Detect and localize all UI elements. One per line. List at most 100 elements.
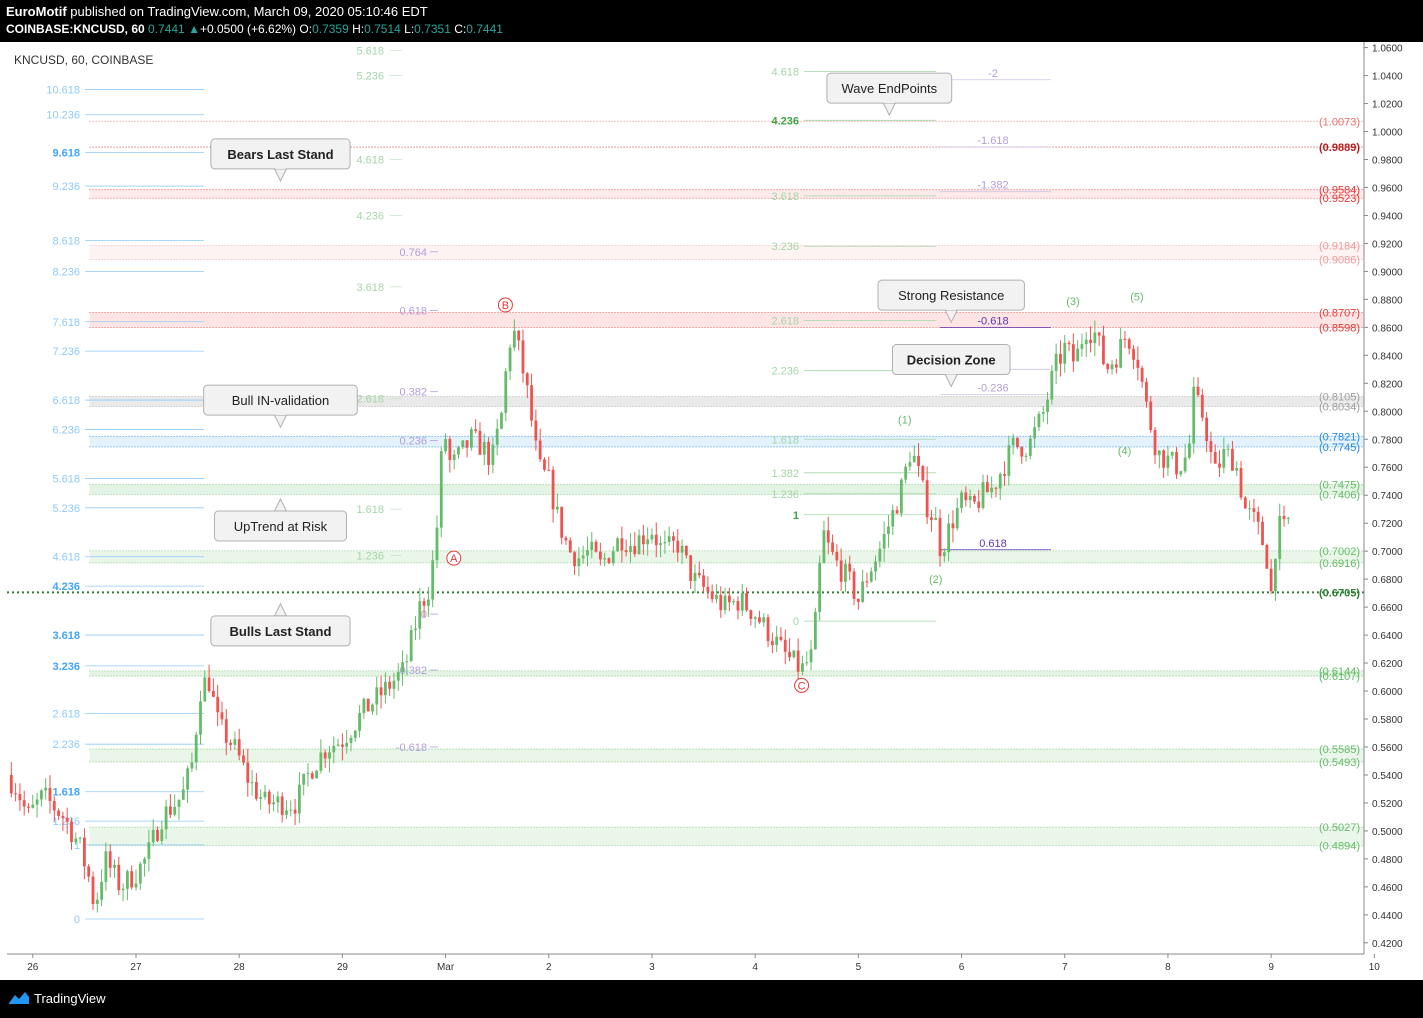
callout-box	[213, 510, 347, 542]
candle-body	[912, 455, 916, 463]
high-label: H:	[352, 22, 365, 36]
candle-body	[1248, 508, 1252, 510]
candle-body	[1123, 338, 1127, 340]
zone-band	[89, 484, 1364, 495]
wave-label: (4)	[1118, 445, 1131, 457]
candle-body	[925, 480, 929, 518]
candle-body	[822, 530, 826, 563]
zone-band	[89, 396, 1364, 407]
symbol-name[interactable]: COINBASE:KNCUSD, 60	[6, 22, 145, 36]
candle-body	[598, 551, 602, 560]
level-label: (0.9184)	[1319, 241, 1360, 253]
candle-body	[835, 551, 839, 561]
fib-label: 0	[793, 616, 799, 628]
fib-label: -0.236	[977, 382, 1008, 394]
candle-body	[568, 540, 572, 553]
level-label: (0.7475)	[1319, 480, 1360, 492]
candle-body	[1097, 332, 1101, 336]
callout-joint	[275, 616, 286, 619]
candle-body	[1067, 342, 1071, 345]
candle-body	[543, 459, 546, 470]
candle-body	[620, 538, 624, 551]
candle-body	[1011, 437, 1015, 446]
fib-label: 0.764	[399, 247, 427, 259]
publisher-name[interactable]: EuroMotif	[6, 4, 67, 19]
level-label: (0.6107)	[1319, 671, 1360, 683]
fib-label: 10.236	[46, 110, 80, 122]
candle-body	[229, 742, 232, 745]
y-tick-label: 0.8800	[1372, 295, 1403, 306]
candle-body	[315, 770, 318, 779]
level-label: (0.5493)	[1319, 757, 1360, 769]
zone-band	[89, 550, 1364, 563]
candle-body	[474, 429, 478, 431]
y-tick-label: 0.5600	[1372, 743, 1403, 754]
candle-body	[547, 469, 551, 471]
candle-body	[758, 617, 761, 623]
level-label: (0.8707)	[1319, 307, 1360, 319]
fib-label: 2.236	[52, 739, 80, 751]
candle-body	[401, 662, 404, 673]
candle-body	[942, 552, 946, 557]
fib-label: -1.618	[977, 135, 1008, 147]
candle-body	[285, 810, 288, 815]
footer-brand[interactable]: TradingView	[34, 991, 106, 1006]
candle-body	[960, 492, 963, 508]
candle-body	[1252, 508, 1256, 512]
candle-body	[577, 558, 581, 567]
candle-body	[465, 440, 469, 448]
fib-label: 4.236	[771, 115, 799, 127]
candle-body	[633, 546, 637, 555]
candle-body	[680, 545, 684, 553]
candle-body	[1127, 339, 1131, 349]
fib-label: 5.618	[52, 473, 80, 485]
candle-body	[452, 454, 456, 460]
candle-body	[848, 563, 852, 572]
level-label: (0.7002)	[1319, 546, 1360, 558]
candle-body	[672, 536, 675, 541]
candle-body	[1218, 463, 1221, 468]
candle-body	[921, 466, 925, 481]
candle-body	[1102, 335, 1105, 365]
candle-body	[1196, 386, 1200, 395]
tradingview-logo-icon[interactable]	[8, 991, 30, 1005]
candle-body	[444, 438, 447, 452]
fib-label: 0.618	[399, 306, 427, 318]
candle-body	[168, 806, 172, 815]
level-label: (0.7745)	[1319, 442, 1360, 454]
candle-body	[1063, 342, 1067, 364]
candle-body	[1256, 511, 1260, 522]
candle-body	[869, 571, 873, 582]
candle-body	[504, 371, 508, 413]
candle-body	[302, 773, 306, 785]
fib-label: 6.236	[52, 424, 80, 436]
y-tick-label: 0.4800	[1372, 855, 1403, 866]
candle-body	[461, 440, 465, 448]
fib-label: 4.618	[52, 552, 80, 564]
candle-body	[1076, 348, 1080, 362]
level-label: (0.5585)	[1319, 744, 1360, 756]
candle-body	[1046, 399, 1049, 413]
candle-body	[749, 610, 753, 619]
candle-body	[745, 593, 748, 611]
candle-body	[512, 330, 516, 348]
price-chart[interactable]: KNCUSD, 60, COINBASE (1.0073) (0.9889) (0.…	[0, 42, 1423, 980]
candle-body	[1265, 544, 1269, 569]
fib-label: 0.618	[979, 538, 1007, 550]
candle-body	[977, 501, 981, 508]
fib-label: 0.236	[399, 436, 427, 448]
candle-body	[603, 558, 607, 560]
x-tick-label: 27	[130, 962, 142, 973]
candle-body	[899, 479, 903, 514]
candle-body	[186, 768, 189, 790]
fib-label: 1.618	[52, 787, 80, 799]
candle-body	[143, 858, 146, 864]
zone-band	[89, 670, 1364, 677]
candle-body	[246, 762, 250, 783]
candle-body	[581, 555, 585, 559]
candle-body	[216, 696, 220, 713]
publish-line: EuroMotif published on TradingView.com, …	[6, 4, 428, 19]
y-tick-label: 0.9600	[1372, 183, 1403, 194]
candle-body	[1020, 447, 1024, 457]
fib-label: 9.618	[52, 148, 80, 160]
